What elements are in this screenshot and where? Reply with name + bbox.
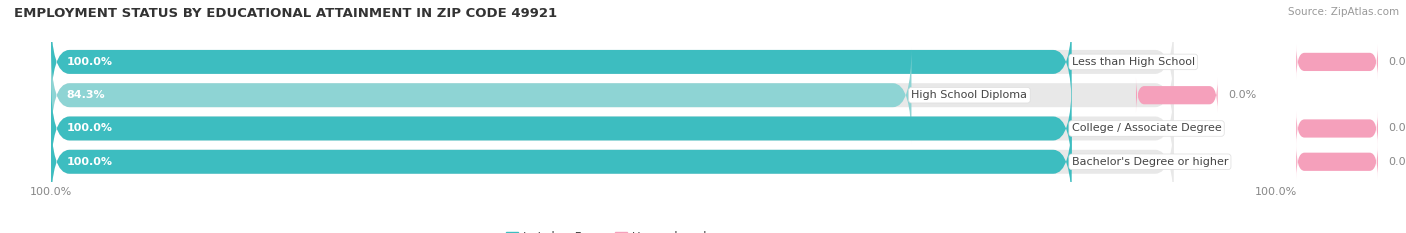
Text: 100.0%: 100.0% (66, 157, 112, 167)
FancyBboxPatch shape (1296, 111, 1378, 146)
Legend: In Labor Force, Unemployed: In Labor Force, Unemployed (502, 226, 711, 233)
Text: 100.0%: 100.0% (66, 123, 112, 134)
FancyBboxPatch shape (51, 14, 1071, 110)
FancyBboxPatch shape (51, 47, 1174, 143)
Text: 100.0%: 100.0% (66, 57, 112, 67)
FancyBboxPatch shape (51, 14, 1174, 110)
Text: EMPLOYMENT STATUS BY EDUCATIONAL ATTAINMENT IN ZIP CODE 49921: EMPLOYMENT STATUS BY EDUCATIONAL ATTAINM… (14, 7, 557, 20)
FancyBboxPatch shape (51, 81, 1174, 176)
Text: 0.0%: 0.0% (1227, 90, 1256, 100)
FancyBboxPatch shape (1296, 144, 1378, 179)
Text: College / Associate Degree: College / Associate Degree (1071, 123, 1222, 134)
FancyBboxPatch shape (51, 81, 1071, 176)
Text: 0.0%: 0.0% (1388, 57, 1406, 67)
FancyBboxPatch shape (51, 114, 1174, 210)
FancyBboxPatch shape (1296, 45, 1378, 79)
Text: 0.0%: 0.0% (1388, 123, 1406, 134)
FancyBboxPatch shape (51, 47, 911, 143)
Text: Less than High School: Less than High School (1071, 57, 1195, 67)
Text: High School Diploma: High School Diploma (911, 90, 1028, 100)
Text: 84.3%: 84.3% (66, 90, 105, 100)
FancyBboxPatch shape (51, 114, 1071, 210)
FancyBboxPatch shape (1136, 78, 1218, 113)
Text: Bachelor's Degree or higher: Bachelor's Degree or higher (1071, 157, 1229, 167)
Text: Source: ZipAtlas.com: Source: ZipAtlas.com (1288, 7, 1399, 17)
Text: 0.0%: 0.0% (1388, 157, 1406, 167)
